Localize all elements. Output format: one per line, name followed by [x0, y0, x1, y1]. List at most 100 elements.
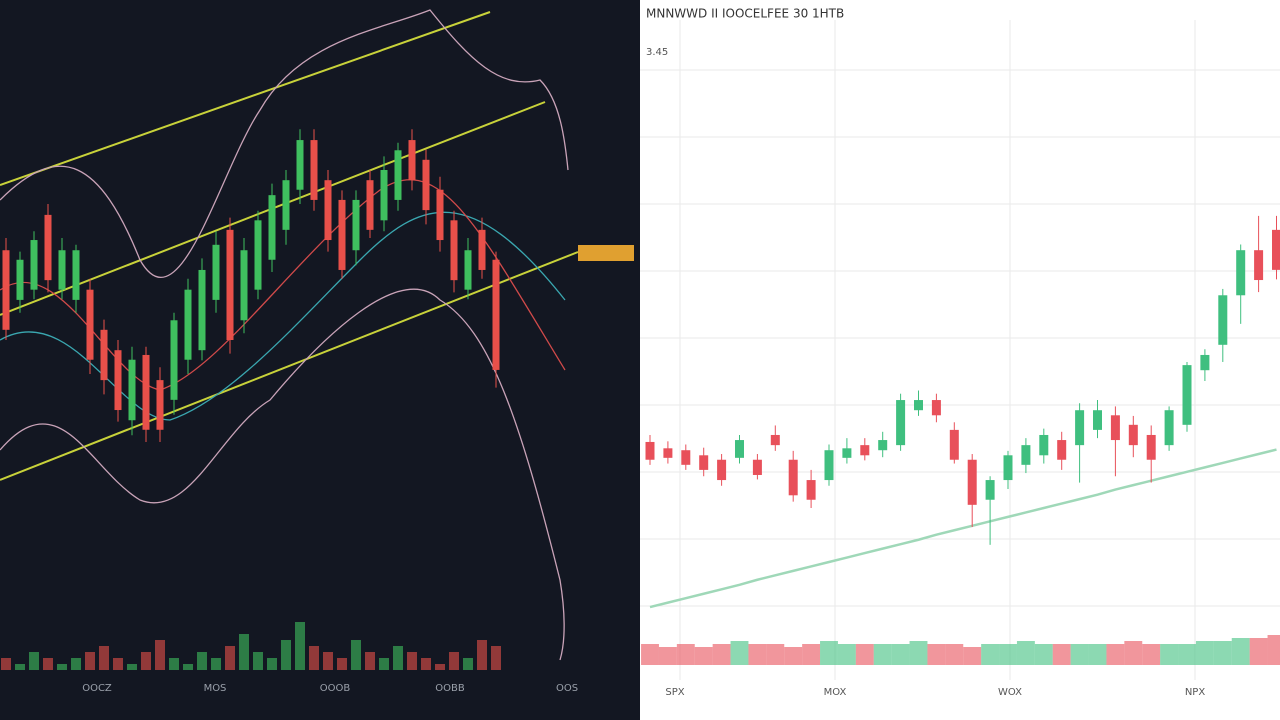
volume-bar — [323, 652, 333, 670]
band-lines — [0, 9, 569, 661]
candle-body — [1057, 440, 1067, 460]
volume-bar — [945, 644, 964, 665]
volume-bar — [658, 647, 677, 665]
candle-body — [681, 450, 691, 465]
volume-bar — [491, 646, 501, 670]
volume-bar — [267, 658, 277, 670]
candle-body — [240, 250, 248, 321]
volume-bar — [155, 640, 165, 670]
volume-bar — [407, 652, 417, 670]
candle-body — [198, 269, 206, 351]
volume-bar — [927, 644, 946, 665]
candle-body — [1003, 455, 1013, 481]
volume-bar — [641, 644, 659, 665]
candle-body — [16, 259, 24, 300]
volume-bar — [802, 644, 821, 665]
chart-subtitle: 3.45 — [646, 47, 668, 58]
volume-bar — [239, 634, 249, 670]
candle-body — [645, 441, 655, 460]
volume-bar — [309, 646, 319, 670]
candle-body — [860, 445, 870, 456]
light-panel — [640, 0, 1280, 720]
volume-bar — [15, 664, 25, 670]
dark-panel — [0, 0, 640, 720]
candle-body — [878, 440, 888, 451]
candle-body — [408, 140, 416, 181]
candle-body — [824, 450, 834, 481]
x-axis-label: OOOB — [320, 683, 351, 694]
candle-body — [788, 459, 798, 496]
x-axis-label: OOS — [556, 683, 578, 694]
candle-body — [366, 180, 374, 230]
volume-bar — [477, 640, 487, 670]
volume-bar — [99, 646, 109, 670]
candle-body — [1021, 445, 1031, 465]
candle-body — [1164, 410, 1174, 446]
volume-bar — [43, 658, 53, 670]
candle-body — [931, 400, 941, 416]
volume-bar — [1142, 644, 1161, 665]
candle-body — [478, 229, 486, 270]
candle-body — [1182, 365, 1192, 425]
volume-bar — [393, 646, 403, 670]
candle-body — [752, 459, 762, 475]
volume-bar — [127, 664, 137, 670]
volume-bar — [1249, 638, 1268, 665]
candle-body — [114, 350, 122, 411]
volume-bar — [295, 622, 305, 670]
candle-body — [967, 459, 977, 505]
candle-body — [806, 480, 816, 500]
candle-body — [184, 289, 192, 360]
candle-body — [1128, 424, 1138, 446]
volume-bar — [1231, 638, 1250, 665]
volume-bar — [730, 641, 749, 665]
volume-bar — [435, 664, 445, 670]
candle-body — [156, 380, 164, 430]
x-axis-label: NPX — [1185, 687, 1206, 698]
volume-bar — [57, 664, 67, 670]
volume-bar — [820, 641, 838, 665]
candle-body — [1110, 415, 1120, 441]
candle-body — [1200, 354, 1210, 371]
volume-bar — [712, 644, 731, 665]
volume-bar — [1106, 644, 1125, 665]
volume-bar — [1034, 644, 1053, 665]
volume-bar — [784, 647, 803, 665]
candle-body — [100, 329, 108, 381]
candle-body — [142, 354, 150, 430]
candle-body — [380, 170, 388, 221]
candle-body — [1236, 250, 1246, 296]
volume-bar — [1178, 644, 1196, 665]
volume-bar — [253, 652, 263, 670]
candle-body — [58, 250, 66, 290]
price-marker — [578, 245, 634, 261]
candle-body — [282, 180, 290, 230]
candle-body — [699, 455, 709, 470]
volume-bar — [113, 658, 123, 670]
volume-bar — [1213, 641, 1232, 665]
candle-body — [254, 220, 262, 290]
candle-body — [2, 250, 10, 330]
candle-body — [324, 180, 332, 241]
volume-bar — [1, 658, 11, 670]
candle-body — [896, 400, 906, 446]
candle-body — [450, 220, 458, 281]
candle-body — [352, 199, 360, 251]
volume-bar — [351, 640, 361, 670]
candle-body — [770, 434, 780, 446]
candle-body — [44, 214, 52, 281]
candle-body — [1272, 229, 1280, 270]
chart-title: MNNWWD II IOOCELFEE 30 1HTB — [646, 7, 844, 21]
candle-body — [663, 448, 673, 458]
candle-body — [1039, 434, 1049, 456]
candle-body — [949, 429, 959, 460]
volume-bar — [29, 652, 39, 670]
candle-body — [717, 459, 727, 481]
x-axis-label: WOX — [998, 687, 1022, 698]
candle-body — [296, 140, 304, 190]
candle-body — [842, 448, 852, 458]
volume-bar — [1195, 641, 1214, 665]
candle-body — [1218, 295, 1228, 345]
volume-bar — [676, 644, 695, 665]
